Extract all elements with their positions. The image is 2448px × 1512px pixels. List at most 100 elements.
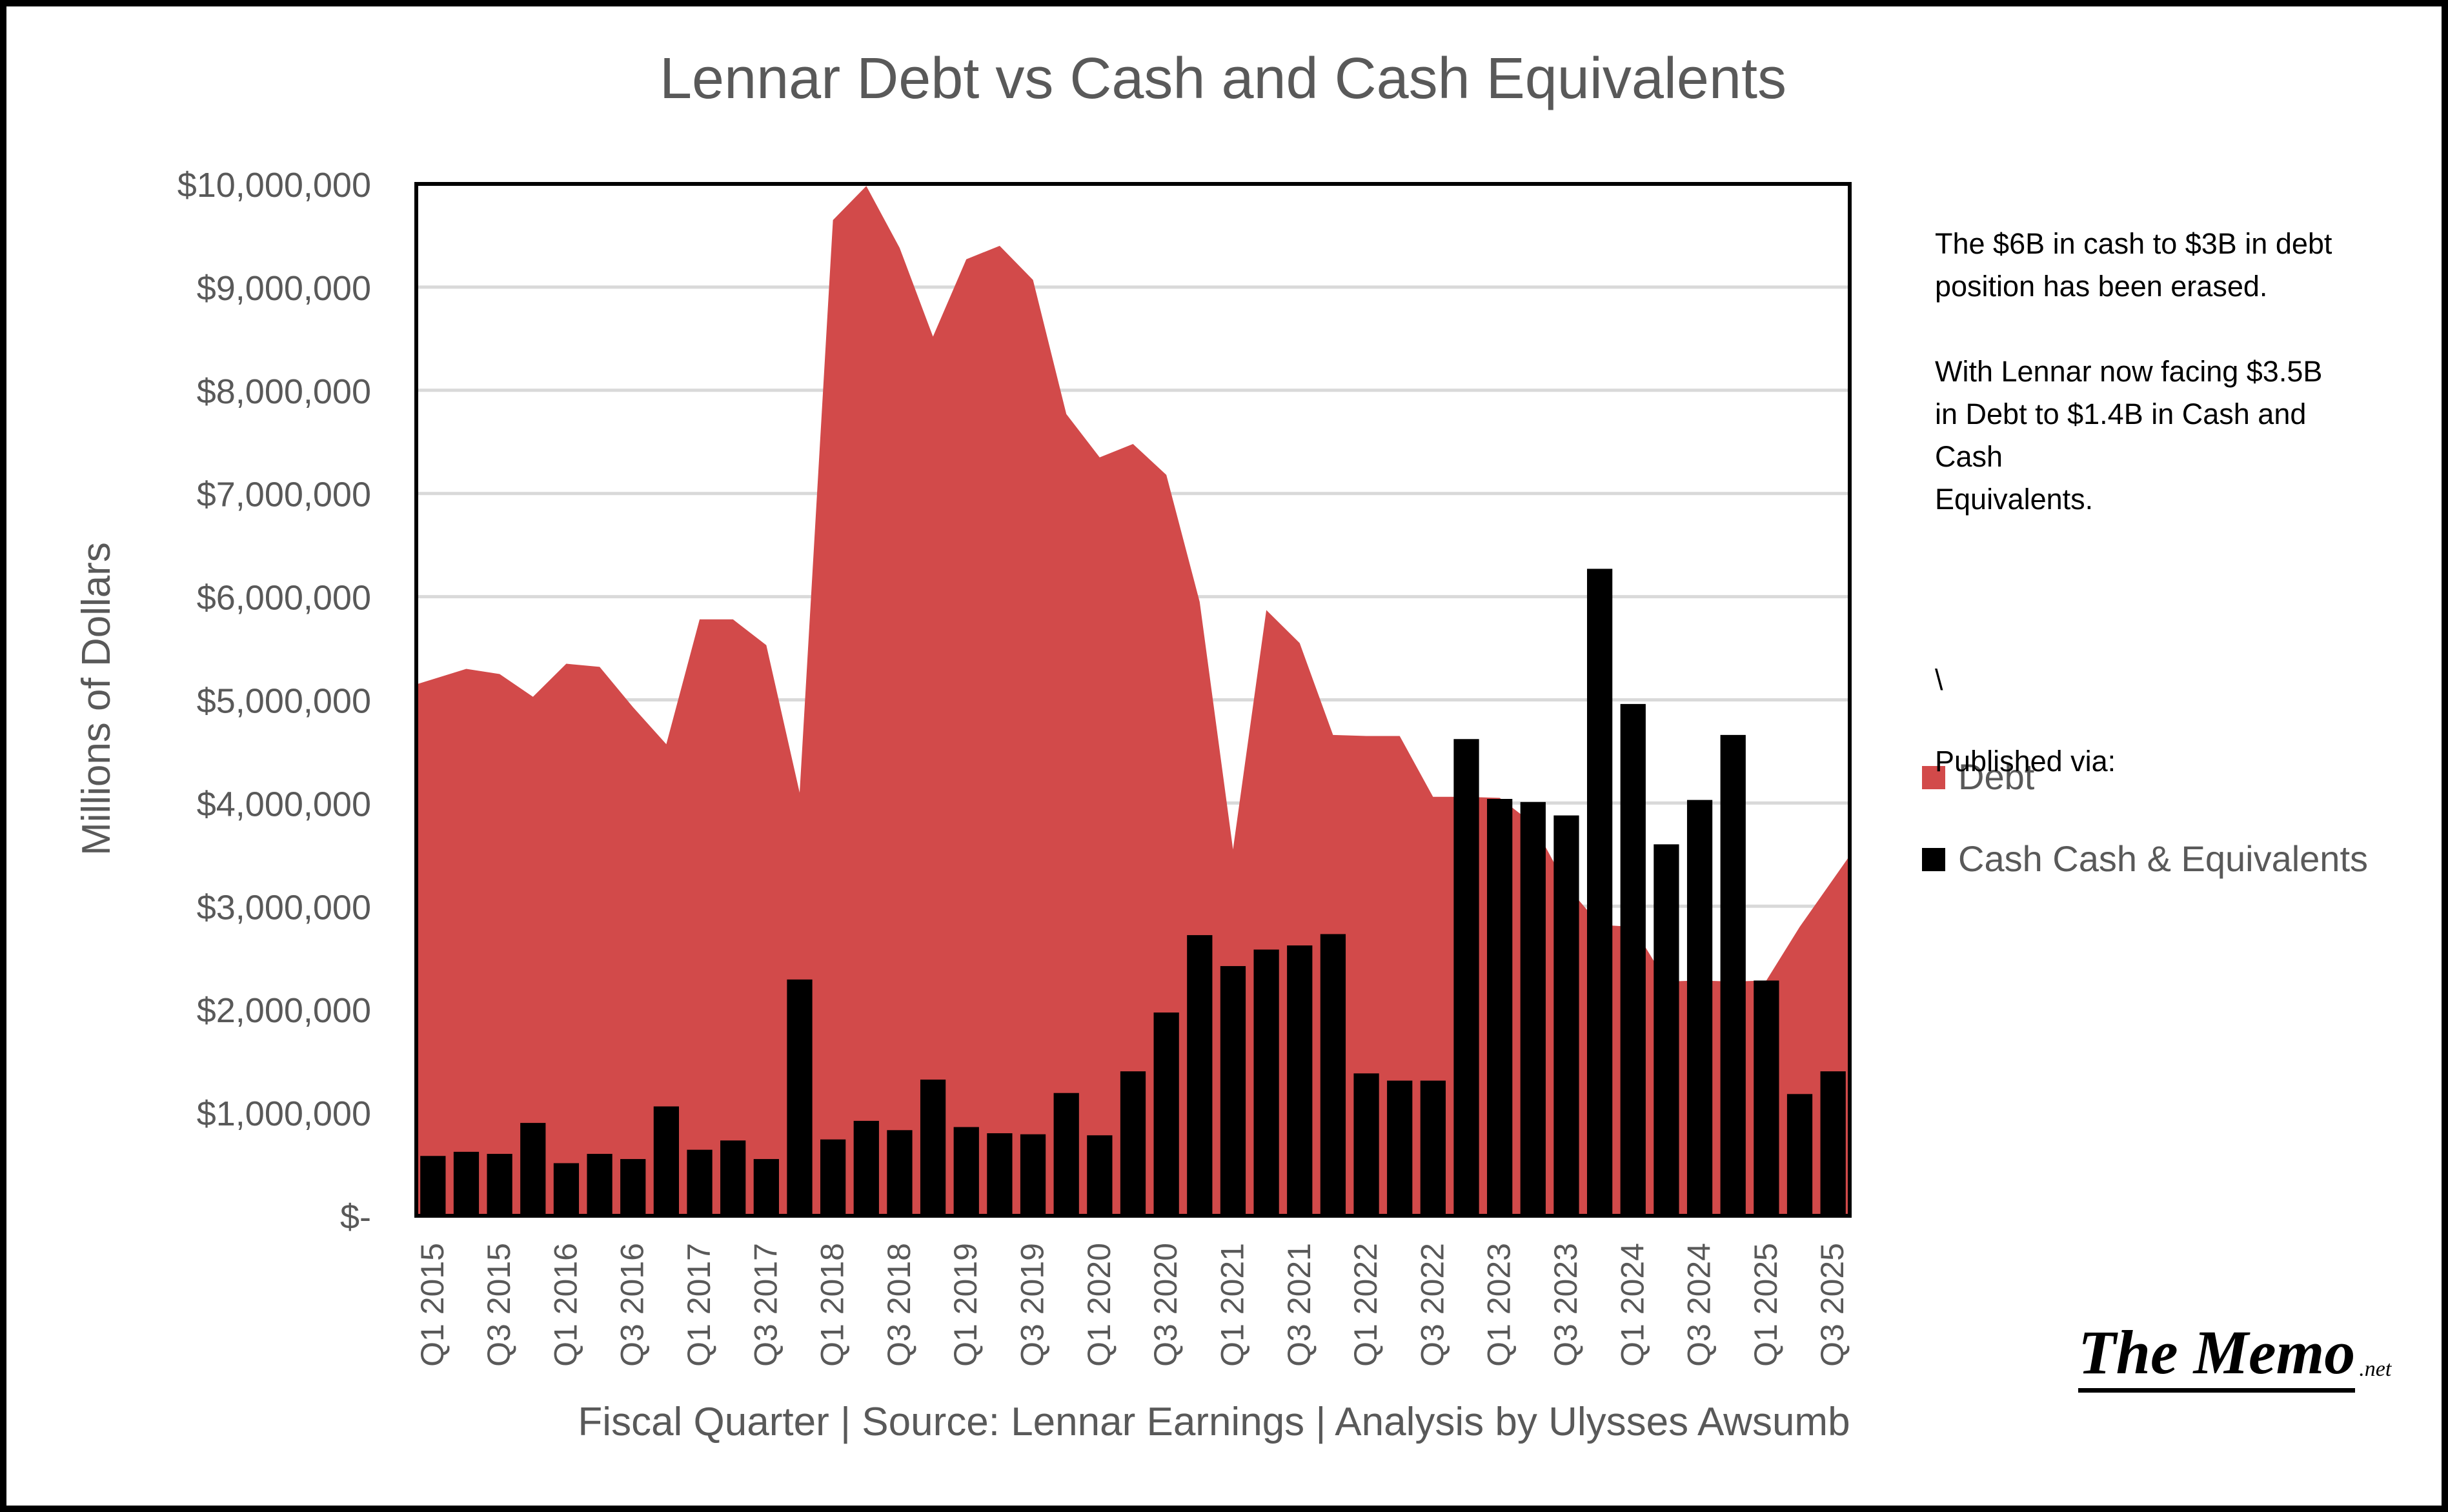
the-memo-logo: The Memo .net [2078,1316,2392,1393]
x-tick-label: Q1 2020 [1081,1243,1117,1367]
cash-bar [787,979,813,1216]
cash-bar [1387,1080,1413,1216]
cash-bar [1786,1094,1813,1216]
x-tick-label: Q3 2019 [1015,1243,1051,1367]
cash-bar [720,1140,746,1216]
cash-bar [1654,844,1679,1216]
cash-bar [553,1163,580,1216]
cash-bars-layer [420,569,1846,1216]
x-tick-labels: Q1 2015 Q3 2015 Q1 2016 Q3 2016 Q1 2017 Q3 20… [414,1243,1850,1367]
cash-bar [1520,801,1546,1216]
x-tick-label: Q1 2017 [681,1243,717,1367]
legend-label-debt: Debt [1958,756,2035,797]
legend-swatch-cash [1922,848,1945,871]
cash-bar [1620,703,1646,1216]
x-tick-label: Q3 2023 [1548,1243,1584,1367]
y-tick-label: $8,000,000 [197,372,371,411]
x-tick-label: Q3 2022 [1414,1243,1450,1367]
cash-bar [1720,734,1746,1216]
plot-area-border [414,182,1852,1218]
y-tick-label: $5,000,000 [197,682,371,721]
cash-bar [1153,1012,1179,1216]
cash-bar [1686,800,1713,1216]
y-tick-label: $2,000,000 [197,991,371,1030]
x-tick-label: Q3 2018 [881,1243,917,1367]
cash-bar [1487,799,1513,1216]
cash-bar [1020,1134,1046,1216]
x-tick-label: Q3 2015 [481,1243,517,1367]
logo-main-text: The Memo [2078,1318,2356,1393]
annotation-line: in Debt to $1.4B in Cash and [1935,398,2307,430]
cash-bar [1586,569,1613,1216]
y-tick-label: $1,000,000 [197,1094,371,1133]
x-tick-label: Q1 2015 [414,1243,450,1367]
chart-title: Lennar Debt vs Cash and Cash Equivalents [660,46,1786,111]
cash-bar [1453,739,1479,1216]
annotation-paragraph-2: With Lennar now facing $3.5B in Debt to … [1935,350,2413,521]
annotation-paragraph-1: The $6B in cash to $3B in debt position … [1935,227,2332,303]
y-tick-labels: $- $1,000,000 $2,000,000 $3,000,000 $4,000,0… [177,166,371,1236]
cash-bar [1053,1093,1079,1216]
cash-bar [987,1133,1013,1216]
x-tick-label: Q1 2021 [1214,1243,1250,1367]
cash-bar [1287,945,1313,1216]
cash-bar [1553,815,1579,1216]
cash-bar [953,1127,979,1216]
legend-swatch-debt [1922,766,1945,789]
cash-bar [1820,1071,1846,1216]
cash-bar [887,1130,913,1216]
y-axis-title: Millions of Dollars [74,542,119,856]
annotation-text-box: The $6B in cash to $3B in debt position … [1935,223,2413,825]
cash-bar [820,1139,846,1216]
x-tick-label: Q1 2023 [1481,1243,1517,1367]
x-tick-label: Q3 2016 [614,1243,651,1367]
annotation-line: Equivalents. [1935,483,2094,516]
cash-bar [1754,980,1779,1216]
cash-bar [753,1159,779,1216]
x-tick-label: Q1 2019 [947,1243,984,1367]
y-tick-label: $4,000,000 [197,785,371,823]
cash-bar [620,1159,646,1216]
cash-bar [653,1106,680,1216]
legend-label-cash: Cash Cash & Equivalents [1958,838,2368,879]
x-axis-title: Fiscal Quarter | Source: Lennar Earnings… [578,1400,1850,1444]
x-tick-label: Q3 2024 [1681,1243,1717,1367]
x-tick-label: Q1 2016 [547,1243,583,1367]
annotation-line: Cash [1935,440,2003,473]
cash-bar [1320,934,1346,1216]
cash-bar [453,1151,480,1216]
cash-bar [687,1149,713,1216]
cash-bar [853,1120,879,1216]
y-tick-label: $- [340,1198,371,1236]
cash-bar [1120,1071,1146,1216]
x-tick-label: Q1 2018 [814,1243,851,1367]
annotation-backslash: \ [1935,663,1943,696]
plot-border [414,182,1852,1218]
cash-bar [420,1156,446,1216]
cash-bar [1353,1073,1379,1216]
y-tick-label: $9,000,000 [197,269,371,308]
logo-suffix-text: .net [2359,1357,2392,1381]
y-tick-label: $7,000,000 [197,476,371,514]
cash-bar [1420,1080,1446,1216]
y-tick-label: $3,000,000 [197,888,371,927]
x-tick-label: Q3 2017 [747,1243,784,1367]
x-tick-label: Q1 2022 [1348,1243,1384,1367]
cash-bar [1220,966,1246,1216]
cash-bar [920,1079,946,1216]
cash-bar [487,1154,512,1216]
y-tick-label: $6,000,000 [197,579,371,618]
x-tick-label: Q3 2025 [1814,1243,1850,1367]
legend: Debt Cash Cash & Equivalents [1922,756,2368,879]
cash-bar [520,1123,546,1216]
x-tick-label: Q1 2025 [1748,1243,1784,1367]
cash-bar [1253,949,1279,1216]
cash-bar [1187,935,1213,1216]
x-tick-label: Q3 2020 [1148,1243,1184,1367]
x-tick-label: Q1 2024 [1614,1243,1650,1367]
annotation-published: Published via: [1935,745,2116,778]
y-tick-label: $10,000,000 [177,166,371,205]
annotation-line: With Lennar now facing $3.5B [1935,355,2323,388]
